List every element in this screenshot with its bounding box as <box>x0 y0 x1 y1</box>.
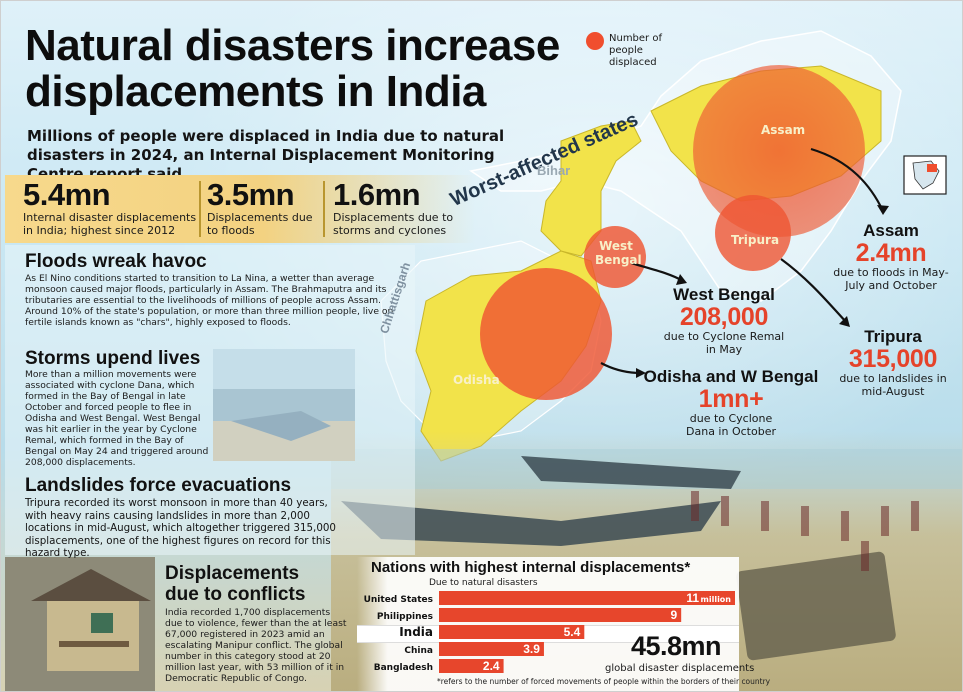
global-total-value: 45.8mn <box>631 631 722 661</box>
chart-value-label: 2.4 <box>483 659 500 673</box>
chart-subtitle: Due to natural disasters <box>429 578 538 588</box>
chart-value-label: 5.4 <box>564 625 581 639</box>
callout-assam-value: 2.4mn <box>855 239 927 267</box>
callout-tripura-value: 315,000 <box>848 345 938 373</box>
callout-assam: Assam 2.4mn due to floods in May-July an… <box>831 221 951 292</box>
callout-assam-name: Assam <box>863 221 919 240</box>
callout-odisha-wb-name: Odisha and W Bengal <box>643 367 819 386</box>
chart-category-label: China <box>404 646 433 656</box>
state-label-bihar: Bihar <box>537 163 571 178</box>
chart-title: Nations with highest internal displaceme… <box>371 559 691 576</box>
chart-value-label: 9 <box>670 608 677 622</box>
storms-heading: Storms upend lives <box>25 348 201 369</box>
chart-panel <box>357 557 739 691</box>
state-label-odisha: Odisha <box>453 373 500 387</box>
state-label-assam: Assam <box>761 123 806 137</box>
chart-value-label: 11 <box>686 591 699 605</box>
stats-band <box>5 175 475 243</box>
callout-tripura: Tripura 315,000 due to landslides in mid… <box>833 327 953 398</box>
conflicts-heading: Displacements due to conflicts <box>165 563 306 605</box>
stat-floods-label: Displacements due to floods <box>207 211 313 237</box>
stat-floods: 3.5mn Displacements due to floods <box>207 177 325 238</box>
chart-bar <box>439 642 544 656</box>
stat-total-value: 5.4mn <box>23 177 111 212</box>
chart-unit-label: million <box>701 595 732 604</box>
callout-tripura-desc: due to landslides in mid-August <box>839 372 947 398</box>
stat-storms-label: Displacements due to storms and cyclones <box>333 211 454 237</box>
stat-divider <box>323 181 325 237</box>
landslides-body: Tripura recorded its worst monsoon in mo… <box>25 497 336 559</box>
floods-heading: Floods wreak havoc <box>25 251 207 272</box>
odisha-bubble <box>480 268 612 400</box>
callout-odisha-wb-desc: due to Cyclone Dana in October <box>686 412 776 438</box>
floods-body: As El Nino conditions started to transit… <box>25 273 394 328</box>
page-title: Natural disasters increase displacements… <box>25 21 560 116</box>
callout-tripura-name: Tripura <box>864 327 922 346</box>
callout-assam-desc: due to floods in May-July and October <box>833 266 949 292</box>
stat-total-label: Internal disaster displacements in India… <box>23 211 197 237</box>
chart-value-label: 3.9 <box>523 642 540 656</box>
state-label-tripura: Tripura <box>731 233 780 247</box>
chart-bar <box>439 591 735 605</box>
state-label-west-bengal: West Bengal <box>595 239 642 267</box>
chart-category-label: India <box>399 625 433 639</box>
stat-floods-value: 3.5mn <box>207 177 295 212</box>
landslides-heading: Landslides force evacuations <box>25 475 292 496</box>
tripura-bubble <box>715 195 791 271</box>
callout-west-bengal: West Bengal 208,000 due to Cyclone Remal… <box>661 285 787 356</box>
conflicts-body: India recorded 1,700 displacements due t… <box>165 607 347 684</box>
stat-storms: 1.6mn Displacements due to storms and cy… <box>333 177 473 238</box>
chart-bar <box>439 659 504 673</box>
chart-category-label: Philippines <box>377 612 433 622</box>
storms-body: More than a million movements were assoc… <box>25 369 209 468</box>
legend-dot <box>586 32 604 50</box>
callout-west-bengal-value: 208,000 <box>679 303 769 331</box>
bar-chart: United States 11 million Philippines 9 India 5… <box>364 591 735 673</box>
chart-footnote: *refers to the number of forced movement… <box>437 677 771 686</box>
legend-label: Number of people displaced <box>609 33 662 68</box>
chart-bar <box>439 608 682 622</box>
stat-total: 5.4mn Internal disaster displacements in… <box>23 177 199 238</box>
assam-bubble <box>693 65 865 237</box>
stat-divider <box>199 181 201 237</box>
stat-storms-value: 1.6mn <box>333 177 421 212</box>
chart-category-label: Bangladesh <box>374 663 433 673</box>
west-bengal-bubble <box>584 226 646 288</box>
chart-category-label: United States <box>364 595 433 605</box>
callout-west-bengal-desc: due to Cyclone Remal in May <box>663 330 785 356</box>
chart-bar <box>439 625 585 639</box>
callout-west-bengal-name: West Bengal <box>673 285 775 304</box>
callout-odisha-wb: Odisha and W Bengal 1mn+ due to Cyclone … <box>641 367 821 438</box>
global-total-label: global disaster displacements <box>605 663 755 674</box>
callout-odisha-wb-value: 1mn+ <box>698 385 764 413</box>
